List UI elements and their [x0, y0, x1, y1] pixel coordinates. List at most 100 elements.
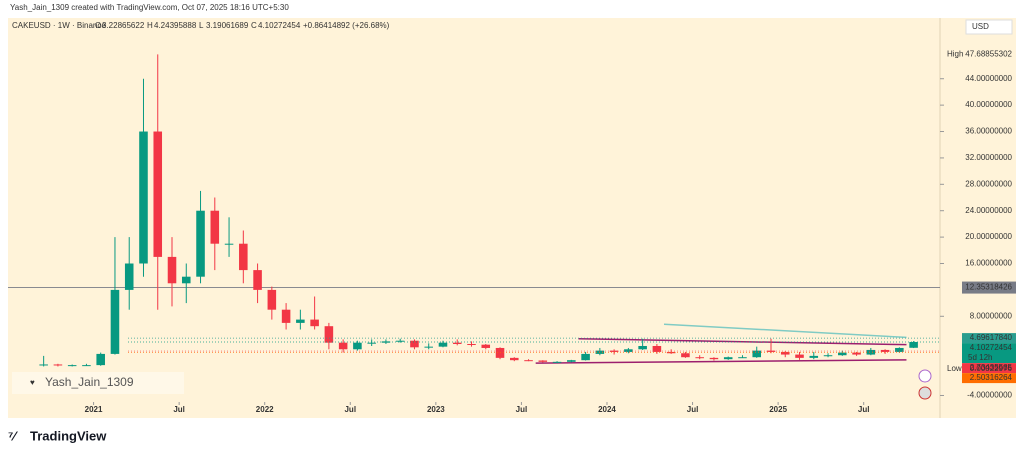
candle-body — [481, 344, 491, 348]
y-tick-label: 36.00000000 — [965, 127, 1012, 136]
candle-body — [181, 276, 191, 284]
candle-body — [552, 361, 562, 363]
symbol: CAKEUSD · 1W · Binance — [12, 21, 106, 30]
candle-body — [681, 353, 690, 358]
candle-body — [296, 319, 305, 323]
candle-body — [239, 243, 248, 271]
x-tick-label: Jul — [858, 405, 870, 414]
heart-icon: ♥ — [30, 378, 35, 387]
candle-body — [153, 131, 163, 257]
price-label: 4.69617840 — [970, 333, 1013, 342]
price-label-box — [962, 333, 1016, 344]
candle-body — [823, 355, 833, 357]
candle-body — [82, 365, 91, 367]
candle-body — [838, 352, 847, 356]
y-tick-label: 20.00000000 — [965, 232, 1012, 241]
candle-body — [909, 342, 918, 348]
candle-body — [624, 349, 633, 352]
y-tick-label: 24.00000000 — [965, 206, 1012, 215]
x-tick-label: Jul — [344, 405, 356, 414]
candle-body — [196, 210, 205, 277]
ohlc-key: L — [199, 21, 204, 30]
candle-body — [452, 342, 462, 345]
footer-logo: TradingView — [30, 428, 107, 443]
candle-body — [124, 263, 134, 290]
ohlc-value: 3.22865622 — [102, 21, 145, 30]
ohlc-key: O — [95, 21, 101, 30]
high_label-value: 47.68855302 — [965, 49, 1012, 58]
candle-body — [267, 289, 277, 310]
candle-body — [395, 340, 405, 342]
candle-body — [381, 341, 391, 343]
candle-body — [438, 342, 448, 347]
candle-body — [709, 357, 719, 360]
price-label: 4.10272454 — [970, 343, 1013, 352]
candle-body — [39, 364, 48, 366]
ohlc-key: C — [251, 21, 257, 30]
candle-body — [53, 364, 63, 366]
candle-body — [538, 360, 548, 362]
candle-body — [495, 347, 505, 358]
x-tick-label: 2025 — [769, 405, 787, 414]
flag-icon — [918, 386, 932, 400]
candle-body — [524, 360, 533, 362]
price-label-box — [962, 343, 1016, 364]
candle-body — [110, 289, 120, 354]
price-label-box — [962, 373, 1016, 384]
candle-body — [210, 210, 220, 244]
watermark-box — [12, 372, 184, 394]
x-tick-label: Jul — [687, 405, 699, 414]
x-tick-label: 2021 — [85, 405, 103, 414]
candle-body — [338, 342, 348, 350]
logo-mark: ⁷∕ — [8, 428, 18, 443]
candle-body — [567, 360, 576, 362]
hline-label: 12.35318426 — [965, 283, 1012, 292]
candle-body — [895, 347, 904, 352]
ohlc-value: 4.24395888 — [154, 21, 197, 30]
credit: Yash_Jain_1309 created with TradingView.… — [10, 3, 289, 12]
ohlc-value: 4.10272454 — [258, 21, 301, 30]
x-tick-label: Jul — [516, 405, 528, 414]
x-tick-label: 2024 — [598, 405, 616, 414]
candle-body — [324, 326, 334, 343]
event-icon — [918, 369, 932, 383]
high_label-key: High — [947, 49, 963, 58]
candle-body — [510, 357, 519, 361]
candle-body — [780, 351, 790, 355]
x-tick-label: Jul — [173, 405, 185, 414]
low_label-key: Low — [947, 364, 962, 373]
ohlc-key: H — [147, 21, 153, 30]
candle-body — [652, 345, 662, 352]
y-tick-label: 16.00000000 — [965, 259, 1012, 268]
currency: USD — [972, 22, 989, 31]
candle-body — [353, 342, 362, 350]
price-label-box — [962, 363, 1016, 374]
change: +0.86414892 (+26.68%) — [303, 21, 390, 30]
trendline — [535, 359, 907, 364]
candle-body — [852, 352, 861, 355]
trendline — [663, 323, 907, 339]
candle-body — [281, 309, 291, 323]
candle-body — [410, 340, 419, 348]
price-label: 2.73435565 — [970, 363, 1013, 372]
candle-body — [752, 350, 762, 358]
candle-body — [96, 353, 105, 366]
candle-body — [310, 319, 319, 327]
candle-body — [638, 345, 647, 350]
price-label: 2.50316264 — [970, 373, 1013, 382]
candle-body — [424, 346, 433, 348]
candle-body — [809, 355, 819, 358]
candle-body — [139, 131, 148, 264]
y-tick-label: 40.00000000 — [965, 100, 1012, 109]
countdown: 5d 12h — [968, 353, 992, 362]
candle-body — [738, 357, 747, 359]
x-tick-label: 2022 — [256, 405, 274, 414]
y-tick-label: 8.00000000 — [970, 311, 1013, 320]
trendline — [578, 337, 907, 346]
y-tick-label: 32.00000000 — [965, 153, 1012, 162]
y-tick-label: -4.00000000 — [967, 391, 1012, 400]
low_label-value: 0.00022976 — [970, 364, 1013, 373]
candle-body — [866, 349, 876, 355]
candle-body — [224, 243, 234, 245]
